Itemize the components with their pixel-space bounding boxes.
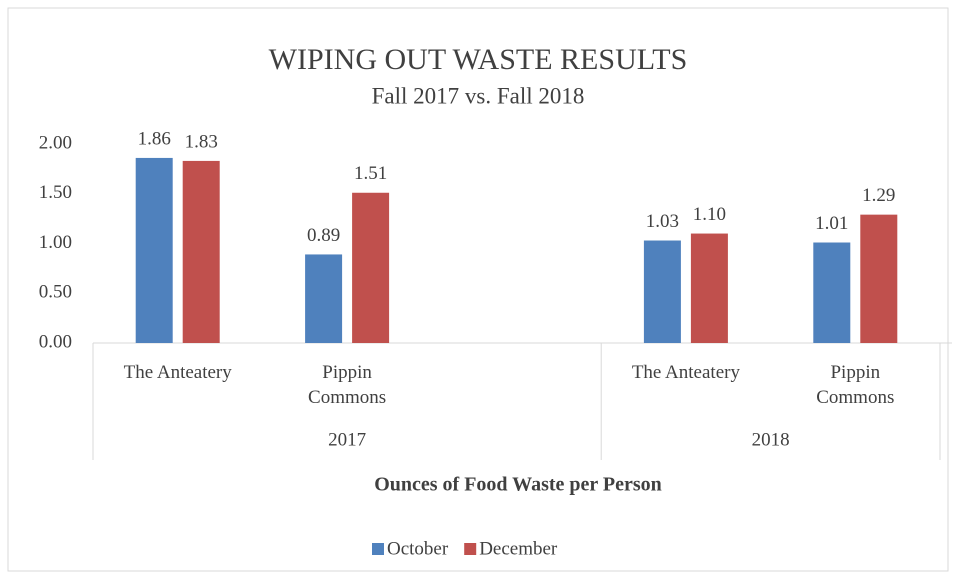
data-label: 1.01 <box>815 213 848 234</box>
data-label: 1.10 <box>693 204 726 225</box>
legend-label: October <box>387 538 449 559</box>
data-label: 1.29 <box>862 185 895 206</box>
y-tick-label: 0.00 <box>39 331 72 352</box>
y-tick-label: 2.00 <box>39 132 72 153</box>
x-tick-label: Pippin Commons <box>308 362 387 408</box>
data-label: 1.03 <box>646 211 679 232</box>
x-tick-label: Pippin Commons <box>816 362 895 408</box>
y-tick-label: 1.50 <box>39 182 72 203</box>
bar <box>352 192 390 343</box>
data-label: 1.86 <box>138 128 171 149</box>
data-label: 1.83 <box>185 131 218 152</box>
bar <box>860 214 898 343</box>
legend-label: December <box>479 538 558 559</box>
legend-swatch <box>372 543 384 555</box>
x-tick-label: The Anteatery <box>123 362 232 383</box>
bar <box>182 160 220 343</box>
bar <box>135 157 173 343</box>
group-label: 2018 <box>752 429 790 450</box>
x-tick-label: The Anteatery <box>631 362 740 383</box>
data-label: 0.89 <box>307 225 340 246</box>
bar <box>643 240 681 343</box>
y-tick-label: 0.50 <box>39 282 72 303</box>
x-axis-title: Ounces of Food Waste per Person <box>374 474 662 496</box>
bar <box>813 242 851 343</box>
chart-subtitle: Fall 2017 vs. Fall 2018 <box>372 83 585 108</box>
data-label: 1.51 <box>354 163 387 184</box>
group-label: 2017 <box>328 429 366 450</box>
bar <box>690 233 728 343</box>
y-tick-label: 1.00 <box>39 232 72 253</box>
bar <box>305 254 343 343</box>
chart-title: WIPING OUT WASTE RESULTS <box>269 43 688 76</box>
legend-swatch <box>464 543 477 555</box>
